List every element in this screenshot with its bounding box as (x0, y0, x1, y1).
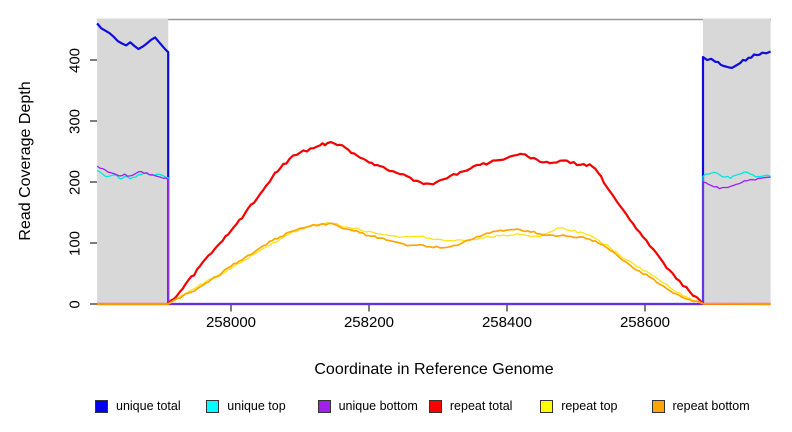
x-tick-label: 258400 (481, 314, 533, 331)
masked-region-1 (97, 18, 169, 304)
series-line-unique-total (96, 22, 772, 306)
legend-swatch-icon (428, 399, 442, 413)
legend-label: unique top (227, 399, 286, 413)
series-line-repeat-total (97, 141, 771, 306)
legend-label: repeat bottom (672, 399, 750, 413)
legend-swatch-icon (206, 399, 220, 413)
y-tick-label: 0 (66, 299, 84, 309)
legend-swatch-icon (317, 399, 331, 413)
legend-swatch-icon (651, 399, 665, 413)
x-axis-label: Coordinate in Reference Genome (314, 361, 554, 378)
legend-item-unique-bottom: unique bottom (317, 399, 418, 413)
x-tick-label: 258600 (619, 314, 671, 331)
series-line-repeat-bottom (97, 222, 771, 305)
legend: unique total unique top unique bottom repea… (0, 399, 792, 417)
legend-label: unique bottom (338, 399, 418, 413)
legend-swatch-icon (95, 399, 108, 413)
y-tick-label: 300 (66, 108, 84, 134)
x-tick-label: 258000 (205, 314, 257, 331)
legend-label: unique total (116, 399, 181, 413)
legend-item-repeat-bottom: repeat bottom (651, 399, 750, 413)
y-tick-label: 100 (66, 230, 84, 256)
x-tick-label: 258200 (343, 314, 395, 331)
legend-item-repeat-total: repeat total (428, 399, 513, 413)
series-line-unique-bottom (96, 165, 771, 305)
legend-item-repeat-top: repeat top (540, 399, 617, 413)
legend-item-unique-top: unique top (206, 399, 286, 413)
legend-swatch-icon (540, 399, 554, 413)
series-line-repeat-top (97, 221, 771, 305)
y-tick-label: 400 (66, 47, 84, 73)
series-line-unique-top (96, 169, 771, 305)
y-axis-label: Read Coverage Depth (17, 81, 34, 241)
legend-label: repeat top (561, 399, 618, 413)
legend-item-unique-total: unique total (95, 399, 181, 413)
y-tick-label: 200 (66, 169, 84, 195)
legend-label: repeat total (449, 399, 513, 413)
